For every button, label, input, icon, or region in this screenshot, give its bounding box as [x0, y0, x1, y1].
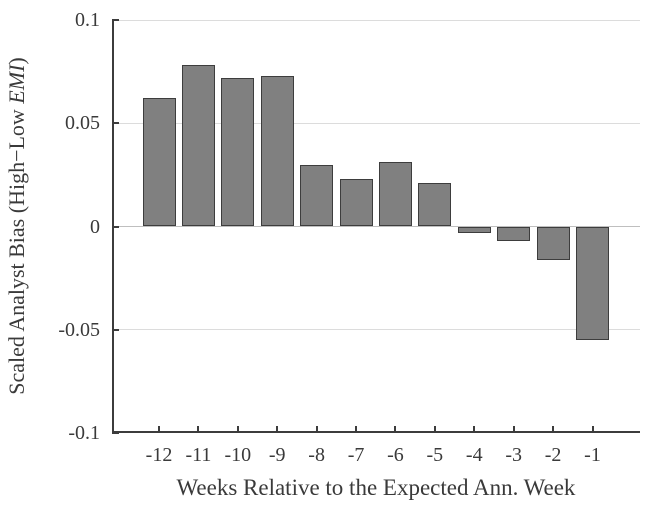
- y-tick-label: -0.05: [58, 318, 100, 341]
- bar: [418, 183, 452, 227]
- plot-area: [112, 19, 640, 434]
- x-tick-label: -11: [185, 444, 212, 466]
- x-tick: [591, 426, 594, 433]
- y-tick: [112, 432, 119, 434]
- bar: [221, 77, 255, 227]
- x-tick: [473, 426, 476, 433]
- y-axis-title-suffix: ): [4, 57, 29, 65]
- bar: [181, 65, 215, 227]
- x-tick: [197, 426, 200, 433]
- x-tick-label: -2: [544, 444, 562, 466]
- x-tick-label: -4: [465, 444, 483, 466]
- x-tick: [512, 426, 515, 433]
- gridline: [112, 329, 640, 331]
- x-tick-label: -6: [387, 444, 404, 466]
- y-tick-label: 0.05: [65, 112, 100, 135]
- x-tick-label: -10: [224, 444, 252, 466]
- gridline: [112, 122, 640, 124]
- x-tick: [394, 426, 397, 433]
- bar: [339, 179, 373, 227]
- gridline: [112, 19, 640, 21]
- bar: [260, 75, 294, 227]
- bar: [300, 164, 334, 227]
- x-axis-line: [112, 431, 640, 433]
- y-axis-title-prefix: Scaled Analyst Bias (High−Low: [4, 103, 29, 395]
- x-tick: [552, 426, 555, 433]
- bar: [536, 226, 570, 260]
- bar: [142, 98, 176, 227]
- y-tick: [112, 19, 119, 21]
- bar: [457, 226, 491, 233]
- x-tick-label: -1: [584, 444, 601, 466]
- x-tick: [433, 426, 436, 433]
- x-tick-label: -5: [426, 444, 444, 466]
- x-tick: [315, 426, 318, 433]
- x-tick-label: -12: [145, 444, 173, 466]
- x-tick: [158, 426, 160, 433]
- x-tick: [276, 426, 279, 433]
- x-tick: [355, 426, 358, 433]
- y-tick: [112, 122, 119, 125]
- x-tick-label: -7: [347, 444, 365, 466]
- y-tick-label: -0.1: [68, 422, 100, 444]
- bar: [576, 226, 609, 341]
- y-tick: [112, 328, 119, 331]
- y-axis-title-italic-emi: EMI: [4, 64, 29, 104]
- y-tick-label: 0: [90, 215, 100, 238]
- x-tick-label: -3: [505, 444, 523, 466]
- zero-line: [112, 226, 640, 227]
- y-tick-label: 0.1: [75, 9, 100, 31]
- bar: [497, 226, 531, 241]
- x-axis-title: Weeks Relative to the Expected Ann. Week: [176, 475, 576, 500]
- y-tick: [112, 225, 119, 228]
- x-tick: [236, 426, 239, 433]
- x-tick-label: -9: [268, 444, 286, 466]
- x-tick-label: -8: [308, 444, 325, 466]
- bar: [378, 162, 412, 227]
